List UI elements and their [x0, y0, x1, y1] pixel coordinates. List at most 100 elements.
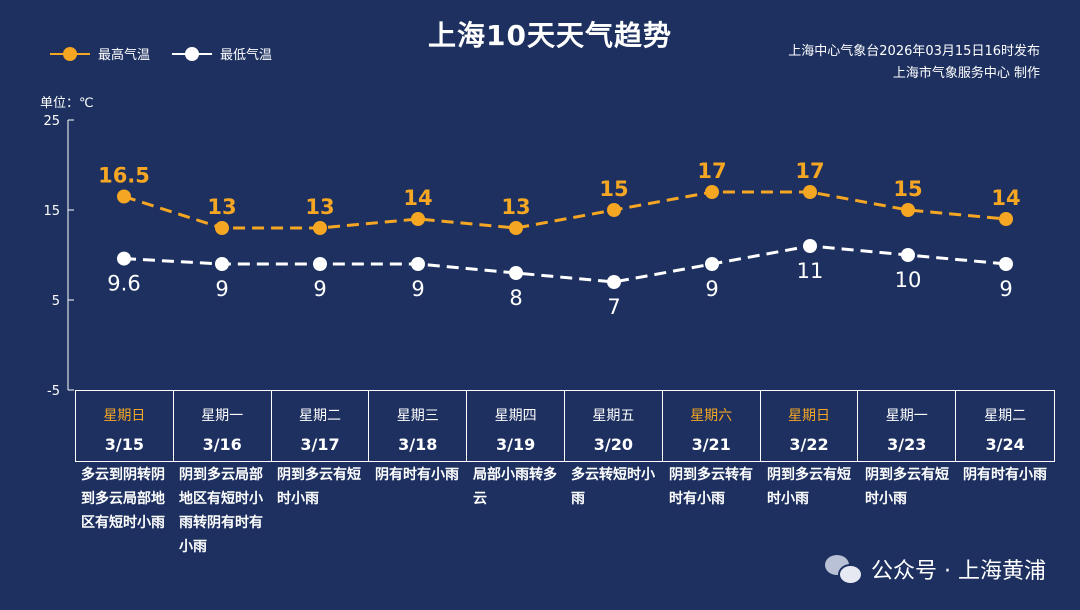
high-temp-label: 16.5 — [98, 164, 150, 188]
low-temp-point — [411, 257, 425, 271]
low-temp-point — [901, 248, 915, 262]
low-temp-line — [123, 244, 1007, 284]
legend-label-low: 最低气温 — [220, 48, 273, 63]
legend-swatch-high — [50, 46, 90, 61]
high-temp-label: 15 — [893, 177, 922, 201]
high-temp-line — [123, 190, 1007, 230]
temperature-plot: -5 5 15 25 16.5 13 13 14 13 15 17 17 15 14 9.6 9 9 9 8 7 9 11… — [43, 114, 1020, 399]
source-line-2: 上海市气象服务中心 制作 — [892, 66, 1040, 81]
date-label: 3/18 — [398, 435, 438, 454]
date-cell: 星期日 3/22 — [761, 391, 859, 461]
weekday-label: 星期二 — [984, 408, 1027, 424]
legend-swatch-low — [172, 46, 213, 61]
date-label: 3/20 — [593, 435, 634, 454]
high-temp-point — [411, 212, 425, 226]
high-temp-point — [607, 203, 621, 217]
weather-desc: 阴到多云有短时小雨 — [277, 467, 361, 507]
weather-desc: 局部小雨转多云 — [473, 467, 557, 507]
weekday-label: 星期四 — [494, 408, 537, 424]
high-temp-point — [999, 212, 1013, 226]
low-temp-label: 10 — [895, 268, 922, 292]
low-temp-label: 9.6 — [107, 272, 140, 296]
dates-table: 星期日 3/15 星期一 3/16 星期二 3/17 星期三 3/18 星期四 3/19 … — [75, 390, 1055, 462]
high-temp-label: 15 — [599, 177, 628, 201]
high-temp-point — [705, 185, 719, 199]
high-temp-point — [803, 185, 817, 199]
y-tick-label: 25 — [43, 114, 60, 129]
low-temp-label: 9 — [313, 277, 326, 301]
high-temp-point — [117, 189, 131, 204]
high-temp-point — [215, 221, 229, 235]
date-cell: 星期二 3/17 — [272, 391, 370, 461]
wechat-icon — [825, 555, 864, 585]
date-cell: 星期一 3/23 — [858, 391, 957, 461]
unit-label: 单位：℃ — [40, 96, 94, 111]
weekday-label: 星期二 — [298, 408, 341, 424]
weather-desc: 多云到阴转阴到多云局部地区有短时小雨 — [81, 467, 165, 531]
high-temp-point — [901, 203, 915, 217]
date-label: 3/21 — [691, 435, 731, 454]
weekday-label: 星期日 — [787, 408, 830, 424]
y-tick-label: 5 — [52, 294, 60, 309]
low-temp-point — [705, 257, 719, 271]
weather-desc: 阴到多云转有时有小雨 — [669, 467, 753, 507]
weather-desc: 阴有时有小雨 — [375, 467, 459, 483]
low-temp-label: 9 — [999, 277, 1012, 301]
weekday-label: 星期六 — [690, 408, 733, 424]
date-cell: 星期六 3/21 — [663, 391, 761, 461]
legend-label-high: 最高气温 — [98, 48, 151, 63]
weekday-label: 星期日 — [103, 408, 146, 424]
high-temp-label: 17 — [795, 159, 824, 183]
date-label: 3/24 — [985, 435, 1025, 454]
low-temp-point — [803, 239, 817, 253]
low-temp-point — [607, 275, 621, 289]
low-temp-point — [117, 251, 131, 266]
weather-desc: 多云转短时小雨 — [571, 467, 655, 507]
high-temp-point — [509, 221, 523, 235]
low-temp-point — [215, 257, 229, 271]
low-temp-point — [313, 257, 327, 271]
high-temp-label: 13 — [501, 195, 530, 219]
high-temp-label: 13 — [305, 195, 334, 219]
weather-desc: 阴有时有小雨 — [963, 467, 1047, 483]
date-label: 3/16 — [202, 435, 242, 454]
watermark: 公众号 · 上海黄浦 — [825, 553, 1046, 585]
low-temp-label: 11 — [797, 259, 824, 283]
date-cell: 星期五 3/20 — [565, 391, 663, 461]
legend-item-high: 最高气温 — [50, 44, 150, 63]
weather-desc: 阴到多云有短时小雨 — [865, 467, 949, 507]
high-temp-label: 14 — [403, 186, 432, 210]
date-label: 3/19 — [495, 435, 536, 454]
watermark-text: 公众号 · 上海黄浦 — [871, 559, 1046, 584]
date-label: 3/17 — [300, 435, 340, 454]
legend-item-low: 最低气温 — [172, 44, 272, 63]
weather-desc: 阴到多云有短时小雨 — [767, 467, 851, 507]
low-temp-label: 9 — [705, 277, 718, 301]
low-temp-point — [509, 266, 523, 280]
legend: 最高气温 最低气温 — [50, 44, 272, 63]
low-temp-label: 9 — [215, 277, 228, 301]
high-temp-point — [313, 221, 327, 235]
y-tick-label: 15 — [43, 204, 60, 219]
weekday-label: 星期一 — [885, 408, 928, 424]
y-tick-label: -5 — [47, 384, 60, 399]
source-info: 上海中心气象台2026年03月15日16时发布 上海市气象服务中心 制作 — [788, 41, 1040, 85]
high-temp-label: 17 — [697, 159, 726, 183]
low-temp-label: 9 — [411, 277, 424, 301]
source-line-1: 上海中心气象台2026年03月15日16时发布 — [788, 44, 1040, 59]
chart-title: 上海10天天气趋势 — [428, 19, 672, 52]
date-cell: 星期四 3/19 — [467, 391, 565, 461]
high-temp-label: 14 — [991, 186, 1020, 210]
weekday-label: 星期一 — [201, 408, 244, 424]
low-temp-label: 7 — [607, 295, 620, 319]
date-cell: 星期二 3/24 — [956, 391, 1054, 461]
date-cell: 星期三 3/18 — [369, 391, 468, 461]
weekday-label: 星期五 — [592, 408, 635, 424]
weather-desc: 阴到多云局部地区有短时小雨转阴有时有小雨 — [179, 467, 263, 555]
date-cell: 星期一 3/16 — [174, 391, 272, 461]
date-label: 3/23 — [887, 435, 927, 454]
low-temp-point — [999, 257, 1013, 271]
date-cell: 星期日 3/15 — [76, 391, 174, 461]
date-label: 3/22 — [789, 435, 829, 454]
weather-descriptions: 多云到阴转阴到多云局部地区有短时小雨 阴到多云局部地区有短时小雨转阴有时有小雨 … — [78, 463, 1058, 559]
